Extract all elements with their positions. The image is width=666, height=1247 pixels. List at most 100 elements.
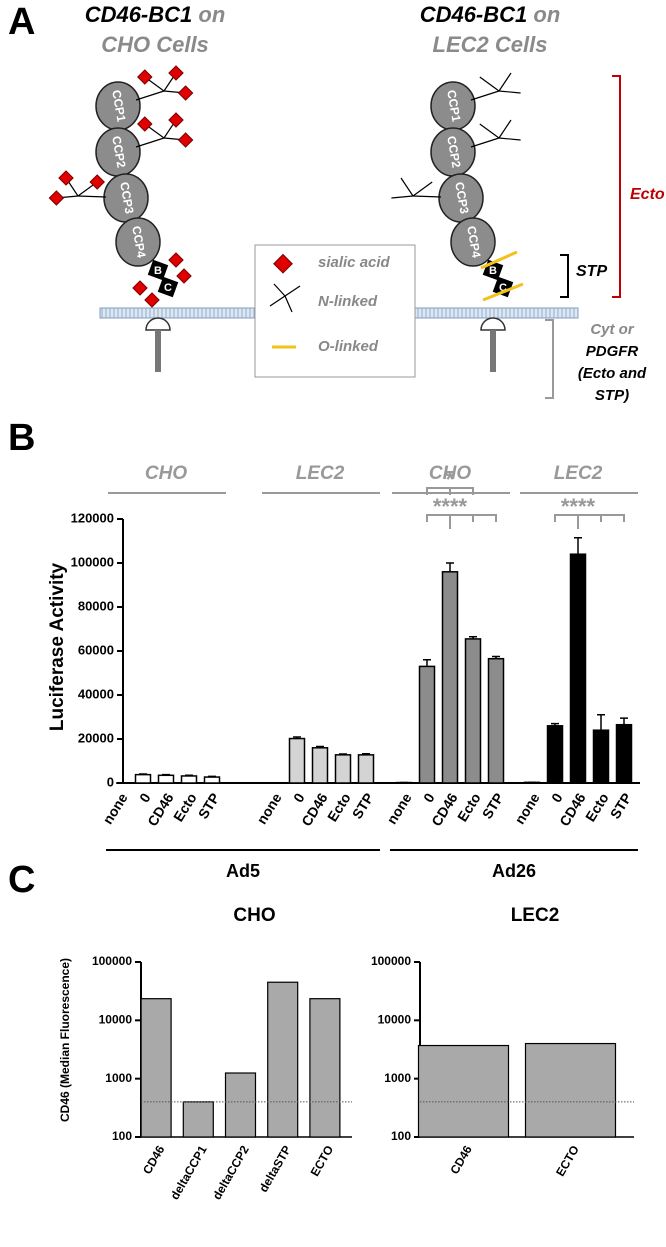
group-label: LEC2 — [296, 463, 345, 484]
glycan — [470, 90, 500, 101]
glycan — [412, 195, 442, 198]
x-tick-label: deltaCCP2 — [210, 1143, 252, 1202]
error-bar — [185, 774, 193, 777]
sialic-acid — [58, 170, 74, 186]
glycan — [498, 137, 521, 141]
super-group-label: Ad26 — [492, 861, 536, 881]
y-axis-label: CD46 (Median Fluorescence) — [58, 958, 72, 1122]
y-tick-label: 100 — [391, 1129, 411, 1143]
y-axis-label: Luciferase Activity — [47, 562, 68, 731]
ccp-label: CCP1 — [444, 89, 463, 123]
y-tick-label: 1000 — [105, 1071, 132, 1085]
bar — [267, 981, 299, 1138]
pdgfr-label: PDGFR — [586, 343, 639, 360]
chart-title: LEC2 — [511, 905, 560, 926]
ccp-label: CCP1 — [109, 89, 128, 123]
group-label: LEC2 — [554, 463, 603, 484]
ccp-domain — [450, 217, 496, 267]
sialic-acid — [137, 116, 153, 132]
x-tick-label: 0 — [290, 790, 308, 805]
x-tick-label: Ecto — [324, 790, 354, 824]
x-tick-label: ECTO — [308, 1143, 337, 1179]
error-bar — [492, 655, 500, 659]
x-tick-label: deltaCCP1 — [168, 1143, 210, 1202]
glycan — [470, 137, 500, 148]
ccp-label: CCP3 — [452, 181, 471, 215]
cyt-bracket — [545, 319, 554, 399]
sialic-acid — [176, 268, 192, 284]
y-tick-label: 0 — [107, 774, 114, 789]
super-group-label: Ad5 — [226, 861, 260, 881]
cell-name: CHO Cells — [101, 32, 209, 57]
glycan — [135, 90, 165, 101]
x-tick-label: Ecto — [170, 790, 200, 824]
bar — [140, 998, 172, 1138]
sialic-acid — [137, 69, 153, 85]
pdgfr-label: STP) — [595, 387, 629, 404]
cyt-label: Cyt or — [590, 321, 635, 338]
glycan — [479, 123, 500, 139]
stp-label: C — [499, 282, 507, 294]
bar — [203, 776, 221, 784]
legend-nlinked — [269, 283, 301, 313]
o-linked — [480, 250, 518, 270]
bar — [615, 723, 633, 784]
legend-sialic — [273, 253, 293, 274]
construct-name: CD46-BC1 — [420, 2, 528, 27]
stp-box — [157, 276, 179, 298]
significance-bracket — [426, 514, 497, 529]
glycan — [400, 177, 414, 197]
x-tick-label: 0 — [548, 790, 566, 805]
error-bar — [597, 714, 605, 731]
bar — [524, 1042, 617, 1138]
ccp-domain — [115, 217, 161, 267]
error-bar — [469, 635, 477, 639]
x-tick-label: CD46 — [447, 1143, 475, 1177]
bar — [288, 737, 306, 784]
bar — [592, 729, 610, 784]
y-tick-label: 10000 — [99, 1013, 133, 1027]
bar — [224, 1072, 257, 1138]
x-tick-label: Ecto — [454, 790, 484, 824]
x-tick-label: CD46 — [140, 1143, 168, 1177]
y-tick-label: 80000 — [78, 598, 114, 613]
bar — [134, 773, 152, 784]
stp-box — [147, 259, 169, 281]
y-tick-label: 100000 — [71, 554, 114, 569]
y-tick-label: 10000 — [378, 1013, 412, 1027]
stp-box — [492, 276, 514, 298]
error-bar — [446, 562, 454, 572]
error-bar — [551, 722, 559, 726]
y-tick-label: 60000 — [78, 642, 114, 657]
chart-title: CHO — [233, 905, 275, 926]
glycan — [412, 181, 433, 197]
o-linked — [482, 282, 524, 302]
bar — [309, 998, 341, 1138]
sialic-acid — [132, 280, 148, 296]
stp-label: C — [164, 282, 172, 294]
x-tick-label: none — [253, 790, 284, 827]
glycan — [479, 76, 500, 92]
error-bar — [620, 717, 628, 725]
y-tick-label: 120000 — [71, 510, 114, 525]
x-tick-label: Ecto — [582, 790, 612, 824]
ccp-label: CCP4 — [129, 225, 148, 259]
significance-label: **** — [433, 494, 468, 519]
cell-title: CD46-BC1 on — [420, 2, 561, 27]
group-label: CHO — [145, 463, 187, 484]
panel-label: A — [8, 1, 35, 43]
legend-label: sialic acid — [318, 254, 391, 271]
x-tick-label: deltaSTP — [256, 1143, 294, 1194]
panel-label: B — [8, 417, 35, 459]
glycan — [77, 195, 107, 198]
error-bar — [208, 775, 216, 778]
ccp-label: CCP2 — [444, 135, 463, 169]
x-tick-label: none — [99, 790, 130, 827]
error-bar — [362, 752, 370, 755]
sialic-acid — [177, 85, 194, 101]
y-tick-label: 100000 — [371, 954, 411, 968]
error-bar — [339, 753, 347, 755]
bar — [569, 553, 587, 784]
